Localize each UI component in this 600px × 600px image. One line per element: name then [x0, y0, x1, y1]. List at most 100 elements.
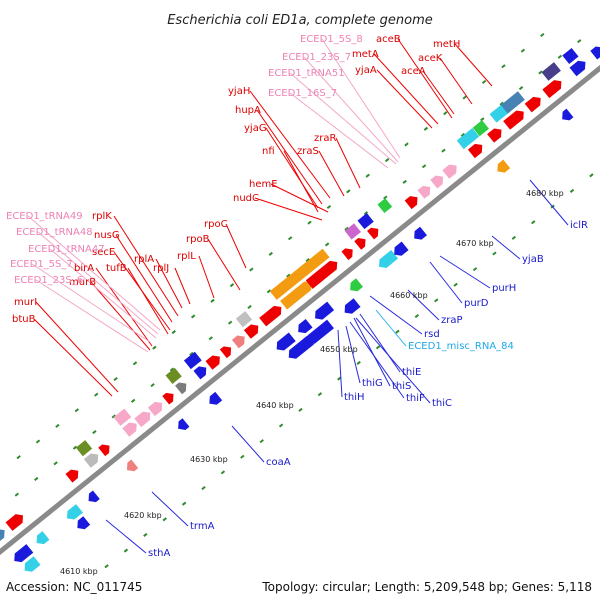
label-rplk: rplK — [92, 211, 112, 222]
tick-row-inner — [557, 54, 563, 59]
tick-row-outer — [501, 64, 506, 69]
gene-arrow — [162, 392, 174, 405]
gene-block — [456, 127, 480, 150]
label-eced1-trna51: ECED1_tRNA51 — [268, 68, 345, 79]
tick-row-outer — [229, 283, 235, 288]
tick-row-outer — [404, 142, 409, 147]
gene-feature — [175, 382, 187, 395]
tick-row-inner — [305, 258, 310, 263]
label-eced1-23s-6: ECED1_23S_6 — [14, 275, 83, 286]
gene-feature — [442, 164, 457, 179]
feature-labels: ECED1_5S_8 ECED1_23S_7 ECED1_tRNA51 ECED1_1… — [6, 34, 588, 559]
gene-arrow — [77, 516, 91, 530]
gene-feature — [231, 335, 245, 349]
gene-arrow — [276, 332, 296, 351]
tick-row-outer — [152, 345, 157, 350]
tick-row-inner — [518, 86, 524, 91]
label-connector — [345, 325, 361, 384]
tick-row-lower — [201, 486, 206, 491]
label-coaa: coaA — [266, 457, 291, 468]
label-thie: thiE — [402, 367, 421, 378]
label-eced1-misc-rna-84: ECED1_misc_RNA_84 — [408, 341, 514, 352]
label-aceb: aceB — [376, 34, 401, 45]
gene-feature — [193, 366, 207, 380]
label-connector — [335, 137, 361, 189]
label-connector — [35, 279, 149, 353]
gene-feature — [307, 319, 334, 344]
label-btub: btuB — [12, 314, 36, 325]
gene-arrow — [524, 96, 541, 113]
tick-row-inner — [383, 195, 388, 200]
tick-row-lower — [414, 314, 420, 319]
gene-feature — [126, 459, 139, 472]
gene-arrow — [88, 490, 100, 503]
tick-row-outer — [74, 408, 80, 413]
label-meth: metH — [433, 39, 460, 50]
label-connector — [454, 43, 493, 87]
gene-feature — [414, 226, 427, 240]
gene-feature — [524, 96, 541, 113]
label-thig: thiG — [362, 378, 383, 389]
tick-row-lower — [492, 251, 497, 256]
label-connector — [174, 267, 191, 305]
tick-row-lower — [395, 329, 400, 334]
gene-arrow — [503, 110, 524, 130]
gene-arrow — [83, 453, 99, 468]
gene-arrow — [467, 143, 483, 159]
gene-feature — [305, 260, 338, 289]
gene-arrow — [259, 305, 282, 327]
tick-row-outer — [520, 48, 526, 53]
tick-row-outer — [210, 298, 215, 303]
tick-row-lower — [356, 360, 361, 365]
tick-row-inner — [72, 445, 78, 450]
tick-row-inner — [111, 414, 116, 419]
label-yjaa: yjaA — [355, 65, 377, 76]
label-connector — [349, 321, 405, 399]
gene-arrow — [5, 514, 24, 531]
gene-feature — [377, 198, 393, 214]
label-connector — [303, 56, 399, 163]
label-nudc: nudC — [233, 193, 259, 204]
gene-block — [183, 351, 202, 370]
gene-feature — [417, 185, 431, 199]
gene-arrow — [367, 227, 379, 240]
tick-row-outer — [462, 95, 467, 100]
gene-feature — [83, 453, 99, 468]
label-zras: zraS — [297, 146, 319, 157]
gene-feature — [344, 223, 361, 240]
tick-row-inner — [34, 476, 39, 482]
tick-row-outer — [132, 361, 138, 366]
tick-row-lower — [511, 235, 517, 240]
gene-arrow — [562, 108, 574, 121]
gene-arrow — [36, 531, 50, 545]
tick-row-outer — [94, 392, 99, 397]
tick-row-inner — [286, 273, 291, 278]
tick-row-lower — [472, 267, 478, 272]
label-connector — [270, 183, 329, 213]
tick-row-inner — [344, 226, 349, 231]
tick-row-inner — [189, 351, 194, 356]
gene-arrow — [542, 80, 562, 99]
tick-row-outer — [55, 423, 60, 428]
gene-feature — [299, 248, 330, 277]
label-connector — [35, 301, 119, 393]
label-connector — [439, 255, 491, 289]
tick-row-lower — [104, 564, 109, 569]
label-eced1-5s-8: ECED1_5S_8 — [300, 34, 363, 45]
tick-row-outer — [365, 173, 370, 178]
label-connector — [491, 235, 521, 260]
gene-arrow — [430, 175, 444, 189]
gene-feature — [298, 318, 313, 334]
label-nusg: nusG — [94, 230, 120, 241]
scale-label: 4660 kbp — [390, 291, 428, 300]
tick-row-outer — [540, 32, 545, 38]
label-murb: murB — [69, 277, 96, 288]
tick-row-inner — [499, 101, 504, 106]
tick-row-lower — [569, 188, 575, 193]
gene-arrow — [341, 248, 353, 261]
gene-arrow — [442, 164, 457, 179]
label-hupa: hupA — [235, 105, 261, 116]
label-acea: aceA — [401, 66, 426, 77]
gene-feature — [430, 175, 444, 189]
